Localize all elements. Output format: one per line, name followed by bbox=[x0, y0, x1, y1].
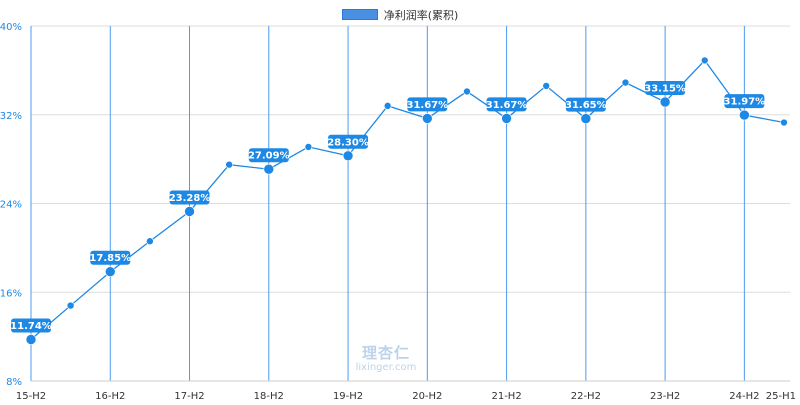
data-label: 31.67% bbox=[406, 100, 448, 111]
data-point bbox=[25, 334, 37, 345]
x-tick-label: 22-H2 bbox=[571, 391, 601, 402]
x-tick-label: 25-H1 bbox=[766, 391, 796, 402]
y-tick-label: 24% bbox=[0, 200, 22, 211]
legend-swatch bbox=[341, 9, 378, 20]
legend-item[interactable]: 净利润率(累积) bbox=[341, 7, 459, 23]
data-point bbox=[225, 160, 233, 169]
data-point bbox=[383, 102, 392, 110]
data-point bbox=[422, 113, 433, 124]
legend: 净利润率(累积) bbox=[0, 5, 800, 23]
x-tick-label: 20-H2 bbox=[412, 391, 442, 402]
data-point bbox=[739, 109, 750, 121]
x-tick-label: 15-H2 bbox=[16, 391, 46, 402]
data-label: 11.74% bbox=[10, 321, 52, 332]
y-tick-label: 16% bbox=[0, 288, 22, 299]
data-label: 33.15% bbox=[644, 83, 686, 94]
y-tick-label: 8% bbox=[6, 377, 22, 388]
x-tick-label: 17-H2 bbox=[174, 391, 204, 402]
x-tick-label: 19-H2 bbox=[333, 391, 363, 402]
y-tick-label: 40% bbox=[0, 22, 22, 33]
legend-label: 净利润率(累积) bbox=[383, 8, 459, 22]
data-label: 17.85% bbox=[89, 253, 131, 264]
data-label-bg bbox=[248, 148, 289, 163]
data-point bbox=[342, 150, 354, 162]
data-label-bg bbox=[11, 318, 51, 333]
data-point bbox=[580, 113, 592, 124]
data-label: 28.30% bbox=[327, 137, 369, 148]
watermark-logo: 理杏仁 bbox=[361, 344, 410, 362]
data-point bbox=[184, 206, 195, 217]
data-label-bg bbox=[486, 97, 527, 112]
watermark: 理杏仁 lixinger.com bbox=[346, 342, 426, 373]
data-point bbox=[463, 87, 471, 96]
x-tick-label: 16-H2 bbox=[95, 391, 125, 402]
data-point bbox=[700, 56, 709, 65]
data-label-bg bbox=[407, 97, 448, 112]
data-point bbox=[146, 237, 154, 246]
data-point bbox=[263, 163, 275, 175]
data-point bbox=[66, 301, 75, 310]
data-label: 31.97% bbox=[724, 97, 766, 108]
data-label-bg bbox=[90, 250, 131, 265]
data-point bbox=[780, 118, 788, 127]
x-tick-label: 21-H2 bbox=[491, 391, 521, 402]
data-point bbox=[501, 113, 512, 124]
x-tick-label: 18-H2 bbox=[254, 391, 284, 402]
data-point bbox=[104, 266, 116, 278]
data-label: 31.65% bbox=[565, 100, 607, 111]
data-label-bg bbox=[565, 97, 606, 112]
data-point bbox=[542, 82, 551, 90]
x-tick-label: 24-H2 bbox=[729, 391, 759, 402]
x-tick-label: 23-H2 bbox=[650, 391, 680, 402]
y-tick-label: 32% bbox=[0, 111, 22, 122]
data-label: 27.09% bbox=[248, 151, 290, 162]
data-label: 31.67% bbox=[486, 100, 528, 111]
data-point bbox=[621, 78, 630, 87]
data-point bbox=[659, 96, 671, 108]
series-line bbox=[30, 59, 785, 341]
data-label: 23.28% bbox=[169, 193, 211, 204]
data-label-bg bbox=[724, 94, 765, 109]
data-label-bg bbox=[645, 80, 686, 95]
data-label-bg bbox=[169, 190, 210, 205]
data-label-bg bbox=[328, 134, 369, 149]
watermark-url: lixinger.com bbox=[355, 362, 417, 373]
data-point bbox=[304, 143, 313, 151]
